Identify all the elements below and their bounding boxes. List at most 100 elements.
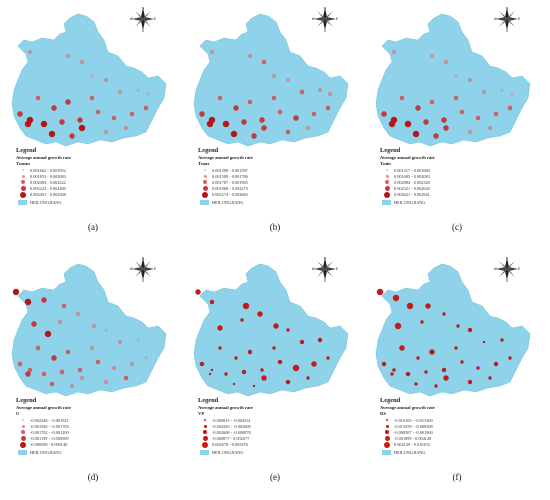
station-marker xyxy=(493,361,499,367)
panel-caption: (c) xyxy=(452,222,462,232)
panel-caption: (d) xyxy=(87,472,99,482)
station-marker xyxy=(25,371,31,377)
legend-class-row: 0.002401 - 0.002568 xyxy=(16,191,176,198)
legend-title: Legend xyxy=(380,147,401,154)
station-marker xyxy=(434,384,438,388)
station-marker xyxy=(59,369,65,375)
station-marker xyxy=(206,120,214,128)
map-legend: Legend Average annual growth rate Tmin 0.00… xyxy=(380,147,540,206)
station-marker xyxy=(292,364,300,372)
station-marker xyxy=(285,379,291,385)
station-marker xyxy=(488,376,492,380)
map-panel-a: N S E W Legend Average annual growth rate Tmea… xyxy=(8,4,178,244)
legend-dot-icon xyxy=(21,430,25,435)
legend-class-row: 0.001380 - 0.001587 xyxy=(198,167,358,173)
legend-region-row: HEILONGJIANG xyxy=(198,199,358,206)
legend-subtitle: Average annual growth rate xyxy=(198,405,253,410)
station-marker xyxy=(65,99,71,105)
station-marker xyxy=(118,340,122,344)
compass-south-label: S xyxy=(506,29,508,32)
station-marker xyxy=(199,111,205,117)
legend-title: Legend xyxy=(198,397,219,404)
station-marker xyxy=(286,78,290,82)
legend-variable: Tmean xyxy=(16,161,30,166)
legend-class-row: -0.006815 - -0.004331 xyxy=(198,417,358,423)
legend-class-label: -0.001920 - -0.001703 xyxy=(30,423,69,429)
compass-rose-icon: N S E W xyxy=(312,6,338,32)
map-legend: Legend Average annual growth rate Tmean 0.0… xyxy=(16,147,176,206)
station-marker xyxy=(423,119,429,125)
legend-class-label: -0.002248 - -0.001921 xyxy=(30,417,69,423)
station-marker xyxy=(394,322,402,330)
station-marker xyxy=(271,95,277,101)
station-marker xyxy=(58,320,62,324)
legend-dot-icon xyxy=(202,436,208,442)
compass-east-label: E xyxy=(336,267,338,271)
station-marker xyxy=(456,324,460,328)
compass-north-label: N xyxy=(142,256,145,260)
station-marker xyxy=(242,302,250,310)
legend-dot-icon xyxy=(384,436,390,442)
legend-dot-icon xyxy=(21,180,25,185)
station-marker xyxy=(49,381,55,387)
station-marker xyxy=(306,376,310,380)
station-marker xyxy=(44,330,52,338)
station-marker xyxy=(89,95,95,101)
legend-class-row: 0.001588 - 0.001786 xyxy=(198,173,358,179)
station-marker xyxy=(392,368,396,372)
legend-class-label: -0.000877 - 0.002677 xyxy=(212,436,250,442)
legend-dot-icon xyxy=(20,186,26,192)
station-marker xyxy=(195,289,201,295)
legend-dot-icon xyxy=(203,180,207,185)
station-marker xyxy=(454,74,458,78)
legend-variable: Tmin xyxy=(380,161,391,166)
station-marker xyxy=(404,120,412,128)
legend-subtitle: Average annual growth rate xyxy=(380,155,435,160)
legend-dot-icon xyxy=(22,169,24,172)
compass-north-label: N xyxy=(142,6,145,10)
station-marker xyxy=(406,302,414,310)
station-marker xyxy=(129,111,135,117)
station-marker xyxy=(261,125,267,131)
legend-class-label: 0.001417 - 0.001684 xyxy=(394,167,430,173)
station-marker xyxy=(222,120,230,128)
legend-class-row: -0.000508 - 0.000140 xyxy=(16,441,176,448)
station-marker xyxy=(414,382,418,386)
legend-class-label: 0.002621 - 0.002941 xyxy=(394,192,430,198)
legend-dot-icon xyxy=(202,186,208,192)
region-swatch-icon xyxy=(382,199,391,205)
heilongjiang-region xyxy=(375,13,531,147)
legend-class-label: 0.001966 - 0.002273 xyxy=(212,186,248,192)
legend-class-row: -0.002608 - -0.000878 xyxy=(198,429,358,435)
station-marker xyxy=(405,371,411,377)
station-marker xyxy=(241,369,247,375)
legend-region-label: HEILONGJIANG xyxy=(30,199,62,205)
legend-dot-icon xyxy=(202,191,208,198)
compass-south-label: S xyxy=(324,279,326,282)
station-marker xyxy=(146,92,150,96)
station-marker xyxy=(277,359,283,365)
compass-rose-icon: N S E W xyxy=(130,6,156,32)
heilongjiang-map xyxy=(375,13,531,147)
legend-dot-icon xyxy=(385,430,389,435)
station-marker xyxy=(441,367,447,373)
legend-class-label: 0.002678 - 0.005476 xyxy=(212,442,248,448)
compass-east-label: E xyxy=(154,17,156,21)
station-marker xyxy=(104,328,108,332)
legend-title: Legend xyxy=(380,397,401,404)
legend-class-label: -0.016103 - -0.013360 xyxy=(394,417,433,423)
station-marker xyxy=(468,130,472,134)
compass-rose-icon: N S E W xyxy=(494,6,520,32)
station-marker xyxy=(118,90,122,94)
legend-region-row: HEILONGJIANG xyxy=(380,199,540,206)
station-marker xyxy=(28,50,32,54)
compass-north-label: N xyxy=(324,256,327,260)
station-marker xyxy=(424,370,428,374)
legend-class-row: -0.001899 - 0.004128 xyxy=(380,436,540,442)
map-panel-f: N S E W Legend Average annual growth rate RS -0… xyxy=(372,254,542,494)
station-marker xyxy=(500,88,504,92)
station-marker xyxy=(443,125,449,131)
legend-class-label: -0.001702 - -0.001200 xyxy=(30,429,69,435)
map-legend: Legend Average annual growth rate RS -0.016… xyxy=(380,397,540,456)
compass-south-label: S xyxy=(324,29,326,32)
